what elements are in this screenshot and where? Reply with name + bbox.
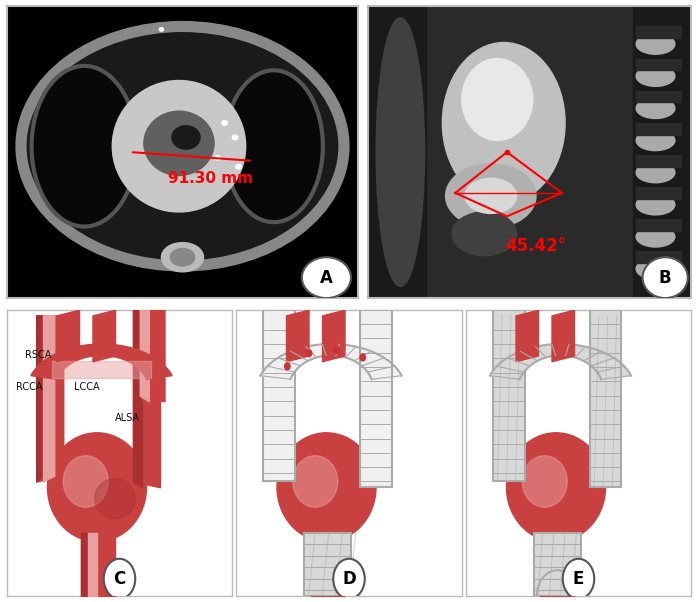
Text: 45.42°: 45.42° <box>505 237 567 255</box>
Ellipse shape <box>636 98 675 119</box>
Ellipse shape <box>170 249 195 266</box>
Circle shape <box>215 155 221 160</box>
Ellipse shape <box>31 66 137 226</box>
Ellipse shape <box>636 194 675 215</box>
Bar <box>636 58 681 70</box>
Circle shape <box>333 559 365 599</box>
Bar <box>636 91 681 102</box>
Ellipse shape <box>445 164 536 228</box>
Ellipse shape <box>636 34 675 54</box>
Circle shape <box>302 257 351 298</box>
Text: C: C <box>113 570 126 588</box>
Bar <box>493 309 524 482</box>
Ellipse shape <box>452 212 517 256</box>
Circle shape <box>643 257 688 298</box>
Circle shape <box>208 173 214 178</box>
Ellipse shape <box>277 433 376 542</box>
Circle shape <box>334 347 339 353</box>
Ellipse shape <box>636 259 675 279</box>
Circle shape <box>232 135 238 140</box>
Text: RCCA: RCCA <box>16 382 43 392</box>
Ellipse shape <box>47 433 147 542</box>
Circle shape <box>306 350 312 356</box>
Ellipse shape <box>443 43 565 203</box>
Ellipse shape <box>636 226 675 247</box>
Ellipse shape <box>462 58 533 140</box>
Circle shape <box>104 559 135 599</box>
Polygon shape <box>260 344 401 379</box>
Ellipse shape <box>16 22 349 270</box>
Polygon shape <box>31 344 172 379</box>
Ellipse shape <box>636 130 675 150</box>
Ellipse shape <box>161 243 204 272</box>
Text: B: B <box>659 268 671 287</box>
Bar <box>636 155 681 167</box>
Bar <box>636 187 681 199</box>
Text: E: E <box>573 570 584 588</box>
Ellipse shape <box>465 178 517 213</box>
Ellipse shape <box>636 163 675 183</box>
Bar <box>304 533 351 596</box>
Ellipse shape <box>507 433 605 542</box>
Circle shape <box>285 363 290 370</box>
Bar <box>407 6 652 298</box>
Bar <box>590 309 621 487</box>
Ellipse shape <box>112 81 246 212</box>
Bar <box>533 533 581 596</box>
Bar <box>636 252 681 263</box>
Bar <box>368 6 426 298</box>
Bar <box>636 219 681 231</box>
Ellipse shape <box>522 456 567 507</box>
Bar <box>636 26 681 38</box>
Bar <box>636 123 681 134</box>
Circle shape <box>159 28 163 31</box>
Text: 91.30 mm: 91.30 mm <box>168 171 253 186</box>
Text: D: D <box>342 570 356 588</box>
Ellipse shape <box>292 456 338 507</box>
Polygon shape <box>490 344 631 379</box>
Ellipse shape <box>64 456 108 507</box>
Circle shape <box>563 559 594 599</box>
Circle shape <box>360 354 366 361</box>
Circle shape <box>172 126 200 149</box>
Text: RSCA: RSCA <box>25 350 52 361</box>
Circle shape <box>222 120 228 125</box>
Ellipse shape <box>225 70 323 222</box>
Text: LCCA: LCCA <box>75 382 100 392</box>
Ellipse shape <box>144 111 214 175</box>
Ellipse shape <box>95 479 135 519</box>
Bar <box>360 309 392 487</box>
Ellipse shape <box>376 17 424 287</box>
Ellipse shape <box>636 66 675 86</box>
Bar <box>264 309 295 482</box>
Bar <box>633 6 691 298</box>
Text: A: A <box>320 268 333 287</box>
Text: ALSA: ALSA <box>115 414 140 423</box>
Circle shape <box>236 164 242 169</box>
